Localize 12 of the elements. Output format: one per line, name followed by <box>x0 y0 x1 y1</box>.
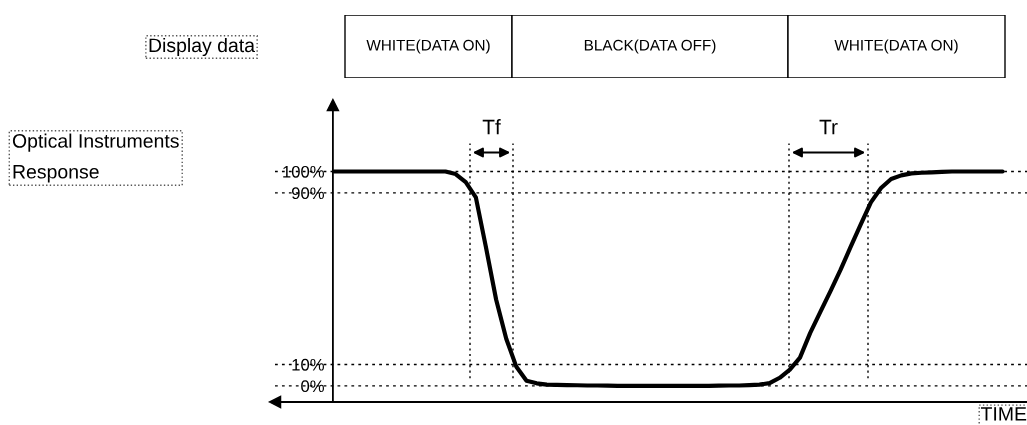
y-tick-label: 10% <box>292 358 324 371</box>
x-axis-title: TIME <box>980 407 1027 421</box>
text: Optical Instruments Response <box>12 133 179 183</box>
text: BLACK(DATA OFF) <box>584 39 716 54</box>
y-tick-label: 100% <box>283 165 324 178</box>
annotation: Tf <box>482 119 501 135</box>
text: WHITE(DATA ON) <box>834 39 958 54</box>
y-tick-label: 0% <box>301 380 324 393</box>
text: Display data <box>149 37 255 57</box>
annotation: Tr <box>819 119 838 135</box>
y-tick-label: 90% <box>292 187 324 200</box>
text: WHITE(DATA ON) <box>366 39 490 54</box>
